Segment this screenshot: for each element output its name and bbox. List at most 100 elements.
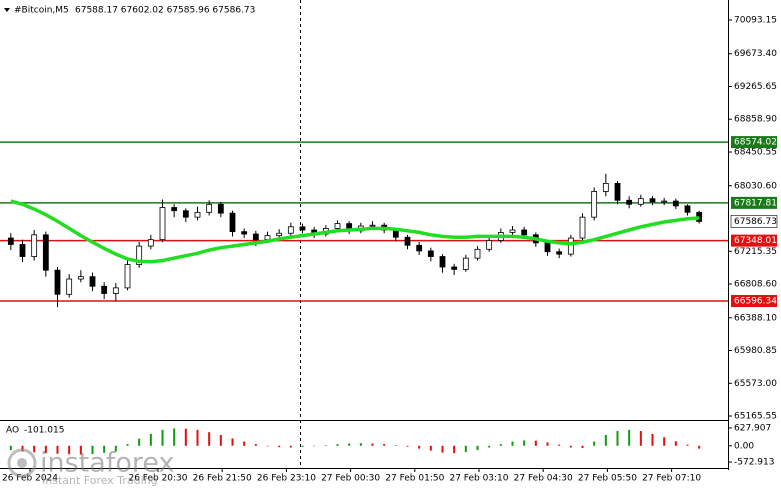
ao-bar bbox=[406, 445, 409, 447]
ao-bar bbox=[9, 445, 12, 451]
candle-body bbox=[451, 266, 458, 270]
candle-body bbox=[626, 199, 633, 205]
ao-bar bbox=[511, 441, 514, 446]
ao-bar bbox=[616, 431, 619, 446]
x-tick-label: 27 Feb 01:50 bbox=[385, 474, 444, 484]
ao-bar bbox=[33, 445, 36, 453]
ao-bar bbox=[79, 445, 82, 455]
ao-bar bbox=[231, 438, 234, 446]
candle-body bbox=[567, 237, 574, 255]
ao-bar bbox=[546, 442, 549, 446]
level-label-box bbox=[731, 234, 777, 247]
ao-bar bbox=[674, 441, 677, 446]
candle-body bbox=[31, 234, 38, 257]
ao-bar bbox=[464, 445, 467, 453]
ao-bar bbox=[604, 434, 607, 446]
ao-bar bbox=[56, 445, 59, 454]
candle-body bbox=[77, 276, 84, 280]
x-tick-label: 26 Feb 21:50 bbox=[193, 474, 252, 484]
watermark-logo-dot bbox=[17, 458, 27, 468]
level-label: 67817.81 bbox=[734, 198, 777, 208]
ao-y-tick-label: 627.907 bbox=[734, 423, 771, 433]
candle-body bbox=[591, 191, 598, 218]
candle-body bbox=[229, 212, 236, 233]
candle-body bbox=[19, 244, 26, 257]
candle-body bbox=[416, 244, 423, 252]
ao-bar bbox=[453, 445, 456, 454]
candle-body bbox=[334, 223, 341, 229]
ao-y-tick-label: 0.00 bbox=[734, 441, 754, 451]
candle-body bbox=[159, 207, 166, 241]
x-tick-label: 26 Feb 23:10 bbox=[257, 474, 316, 484]
ao-bar bbox=[429, 445, 432, 451]
candle-body bbox=[404, 236, 411, 246]
candle-body bbox=[661, 200, 668, 203]
ao-bar bbox=[651, 433, 654, 446]
ao-bar bbox=[394, 445, 397, 446]
candle-body bbox=[649, 198, 656, 203]
level-label-box bbox=[731, 295, 777, 308]
ao-bar bbox=[534, 440, 537, 446]
ao-bar bbox=[278, 445, 281, 448]
candle-body bbox=[276, 232, 283, 237]
candle-body bbox=[521, 229, 528, 236]
ao-bar bbox=[184, 428, 187, 446]
y-tick-label: 70093.15 bbox=[734, 15, 777, 25]
ao-bar bbox=[138, 438, 141, 446]
candle-body bbox=[54, 269, 61, 295]
ao-bar bbox=[523, 440, 526, 446]
candle-body bbox=[672, 200, 679, 207]
ao-bar bbox=[126, 444, 129, 446]
ao-bar bbox=[698, 445, 701, 449]
x-tick-label: 27 Feb 05:50 bbox=[578, 474, 637, 484]
candle-body bbox=[439, 256, 446, 268]
ao-bar bbox=[476, 445, 479, 451]
y-tick-label: 69673.40 bbox=[734, 49, 777, 59]
y-tick-label: 66388.10 bbox=[734, 313, 777, 323]
ao-bar bbox=[383, 444, 386, 446]
candle-body bbox=[194, 211, 201, 218]
ao-bar bbox=[196, 429, 199, 446]
current-price-label: 67586.73 bbox=[734, 217, 777, 227]
candle-body bbox=[579, 216, 586, 239]
y-tick-label: 65165.55 bbox=[734, 412, 777, 422]
ao-bar bbox=[371, 443, 374, 446]
candle-body bbox=[252, 233, 259, 241]
candle-body bbox=[101, 285, 108, 294]
ao-bar bbox=[266, 445, 269, 447]
candle-body bbox=[614, 182, 621, 201]
candle-body bbox=[287, 226, 294, 234]
candle-body bbox=[147, 239, 154, 247]
candle-body bbox=[474, 248, 481, 259]
ao-bar bbox=[359, 443, 362, 446]
ao-bar bbox=[254, 444, 257, 446]
ao-bar bbox=[441, 445, 444, 453]
ao-bar bbox=[336, 444, 339, 446]
ao-bar bbox=[488, 445, 491, 448]
candle-body bbox=[427, 250, 434, 257]
ao-bar bbox=[161, 429, 164, 446]
watermark-logo bbox=[7, 448, 37, 478]
level-label: 68574.02 bbox=[734, 138, 777, 148]
watermark-brand: instaforex bbox=[40, 448, 174, 479]
ao-bar bbox=[569, 445, 572, 448]
ao-bar bbox=[243, 441, 246, 446]
x-tick-label: 27 Feb 07:10 bbox=[642, 474, 701, 484]
ao-bar bbox=[628, 429, 631, 446]
candle-body bbox=[544, 242, 551, 253]
y-tick-label: 68450.55 bbox=[734, 148, 777, 158]
level-label: 67348.01 bbox=[734, 236, 777, 246]
current-price-box bbox=[730, 215, 778, 228]
candle-body bbox=[171, 207, 178, 212]
ao-bar bbox=[324, 445, 327, 446]
candle-body bbox=[66, 278, 73, 295]
ao-bar bbox=[581, 445, 584, 449]
candle-body bbox=[89, 276, 96, 287]
ao-bar bbox=[91, 445, 94, 455]
ao-bar bbox=[313, 445, 316, 447]
y-tick-label: 69265.65 bbox=[734, 82, 777, 92]
watermark: instaforex Instant Forex Trading bbox=[7, 448, 174, 487]
level-label: 66596.34 bbox=[734, 297, 777, 307]
candle-body bbox=[684, 205, 691, 213]
